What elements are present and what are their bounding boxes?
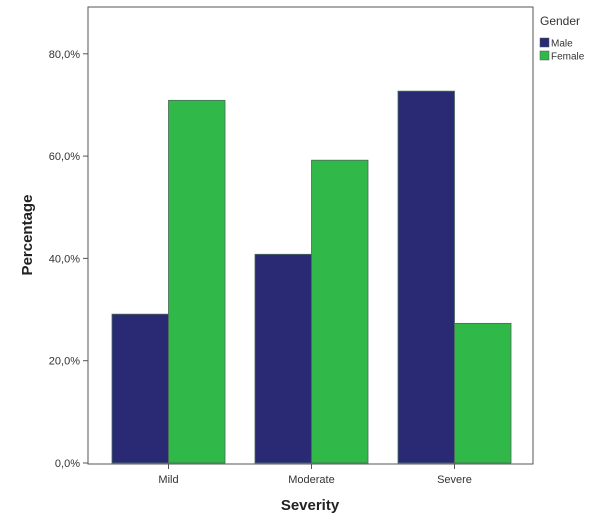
y-tick-label: 60,0% (49, 151, 80, 163)
x-tick-label: Severe (437, 474, 472, 486)
y-tick-label: 0,0% (55, 458, 80, 470)
y-tick-label: 20,0% (49, 356, 80, 368)
y-tick-label: 80,0% (49, 49, 80, 61)
legend-label-male: Male (551, 39, 573, 50)
legend-swatch-female (539, 50, 550, 61)
y-axis-label: Percentage (19, 195, 36, 276)
plot-frame (87, 6, 534, 465)
legend-label-female: Female (551, 52, 585, 63)
bar-female-moderate (311, 159, 369, 464)
x-tick-label: Moderate (288, 474, 334, 486)
x-axis-label: Severity (281, 497, 340, 514)
x-tick-label: Mild (158, 474, 178, 486)
bar-male-moderate (254, 253, 312, 464)
legend-swatch-male (539, 37, 550, 48)
y-tick-label: 40,0% (49, 253, 80, 265)
bar-male-severe (397, 90, 455, 464)
bar-female-severe (454, 322, 512, 464)
legend-title: Gender (540, 14, 580, 28)
bar-female-mild (168, 99, 226, 464)
bar-male-mild (111, 313, 169, 464)
